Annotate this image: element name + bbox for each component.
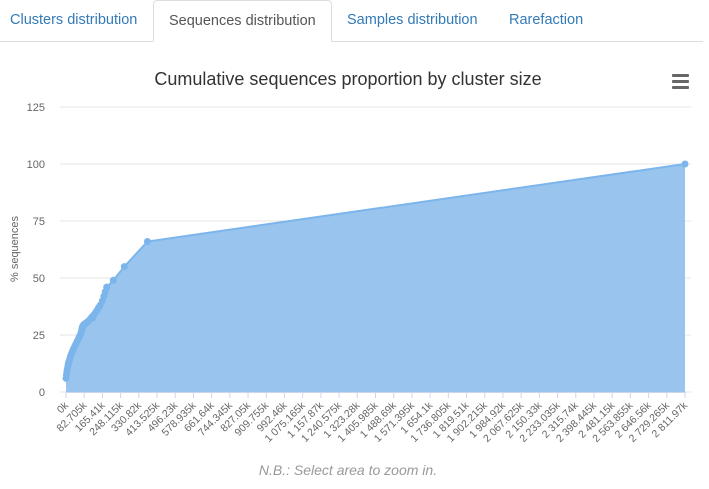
chart-container[interactable]: Cumulative sequences proportion by clust…: [0, 41, 709, 489]
y-tick-label: 50: [33, 273, 45, 285]
data-point: [120, 263, 128, 271]
y-tick-label: 0: [39, 387, 45, 399]
y-tick-label: 75: [33, 216, 45, 228]
chart-title: Cumulative sequences proportion by clust…: [154, 69, 541, 89]
tab-rarefaction[interactable]: Rarefaction: [509, 12, 584, 28]
tab-clusters-distribution[interactable]: Clusters distribution: [10, 12, 138, 28]
data-point: [103, 283, 111, 291]
cumulative-sequences-chart[interactable]: Cumulative sequences proportion by clust…: [0, 41, 709, 489]
data-point: [681, 160, 689, 168]
data-point: [143, 238, 151, 246]
y-axis-title: % sequences: [9, 215, 21, 282]
tab-sequences-distribution[interactable]: Sequences distribution: [153, 0, 332, 42]
y-tick-label: 100: [27, 159, 45, 171]
y-tick-label: 125: [27, 102, 45, 114]
zoom-hint-note: N.B.: Select area to zoom in.: [258, 462, 438, 478]
tab-bar: Clusters distribution Sequences distribu…: [0, 0, 703, 42]
hamburger-menu-icon[interactable]: [668, 71, 694, 93]
area-fill: [66, 164, 685, 392]
tab-samples-distribution[interactable]: Samples distribution: [347, 12, 478, 28]
data-point: [109, 276, 117, 284]
y-tick-label: 25: [33, 330, 45, 342]
